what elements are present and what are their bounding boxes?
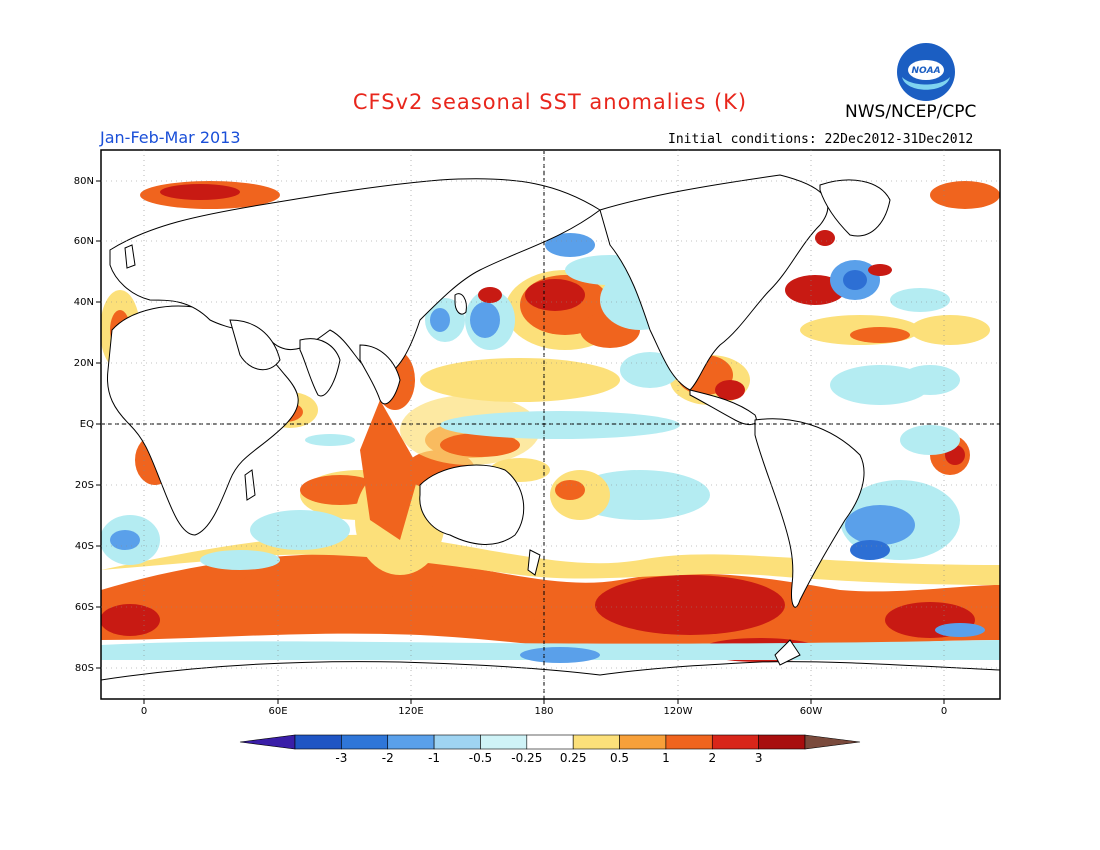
colorbar: -3 -2 -1 -0.5 -0.25 0.25 0.5 1 2 3 bbox=[239, 734, 861, 765]
colorbar-swatch bbox=[480, 734, 528, 750]
colorbar-swatch bbox=[711, 734, 759, 750]
north-atlantic-warm bbox=[785, 275, 845, 305]
lon-label: 60E bbox=[268, 706, 287, 717]
colorbar-label: -0.25 bbox=[511, 751, 542, 765]
lat-label: 60N bbox=[74, 236, 94, 247]
organization-label: NWS/NCEP/CPC bbox=[845, 102, 977, 122]
colorbar-swatch bbox=[572, 734, 620, 750]
map-title: CFSv2 seasonal SST anomalies (K) bbox=[352, 90, 748, 114]
colorbar-label: -1 bbox=[428, 751, 440, 765]
logo-text: NOAA bbox=[911, 66, 940, 76]
colorbar-swatch bbox=[758, 734, 806, 750]
forecast-period: Jan-Feb-Mar 2013 bbox=[100, 128, 241, 147]
continents bbox=[101, 174, 1000, 699]
colorbar-swatch bbox=[433, 734, 481, 750]
lon-label: 180 bbox=[534, 706, 553, 717]
colorbar-label: -3 bbox=[335, 751, 347, 765]
initial-conditions: Initial conditions: 22Dec2012-31Dec2012 bbox=[668, 132, 974, 147]
lon-label: 0 bbox=[941, 706, 947, 717]
map-ticks: 80N 60N 40N 20N EQ 20S 40S 60S 80S 0 60E 120E 180 120… bbox=[74, 150, 1000, 717]
central-pacific-yellow bbox=[420, 358, 620, 402]
lat-label: 20N bbox=[74, 358, 94, 369]
colorbar-swatch bbox=[387, 734, 435, 750]
lon-label: 120W bbox=[664, 706, 693, 717]
colorbar-arrow-high bbox=[804, 734, 861, 750]
colorbar-arrow-low bbox=[239, 734, 296, 750]
lat-label: 20S bbox=[75, 480, 94, 491]
colorbar-label: 0.25 bbox=[560, 751, 587, 765]
colorbar-label: -2 bbox=[382, 751, 394, 765]
lat-label: 60S bbox=[75, 602, 94, 613]
colorbar-swatch bbox=[341, 734, 389, 750]
colorbar-swatch bbox=[665, 734, 713, 750]
noaa-logo: NOAA bbox=[896, 42, 956, 102]
colorbar-label: 2 bbox=[708, 751, 716, 765]
anomaly-field bbox=[101, 150, 1000, 699]
lon-label: 120E bbox=[398, 706, 423, 717]
southern-ocean-yellow-band bbox=[101, 534, 1000, 585]
lat-label: 40N bbox=[74, 297, 94, 308]
lon-label: 60W bbox=[800, 706, 823, 717]
lat-label: 40S bbox=[75, 541, 94, 552]
lat-label: EQ bbox=[80, 419, 94, 430]
lat-label: 80S bbox=[75, 663, 94, 674]
lon-label: 0 bbox=[141, 706, 147, 717]
south-pacific-strong-warm bbox=[595, 575, 785, 635]
colorbar-swatch bbox=[294, 734, 342, 750]
colorbar-label: 3 bbox=[755, 751, 763, 765]
colorbar-label: -0.5 bbox=[469, 751, 492, 765]
lat-label: 80N bbox=[74, 176, 94, 187]
colorbar-label: 0.5 bbox=[610, 751, 629, 765]
colorbar-swatch bbox=[619, 734, 667, 750]
colorbar-swatch bbox=[526, 734, 574, 750]
colorbar-label: 1 bbox=[662, 751, 670, 765]
